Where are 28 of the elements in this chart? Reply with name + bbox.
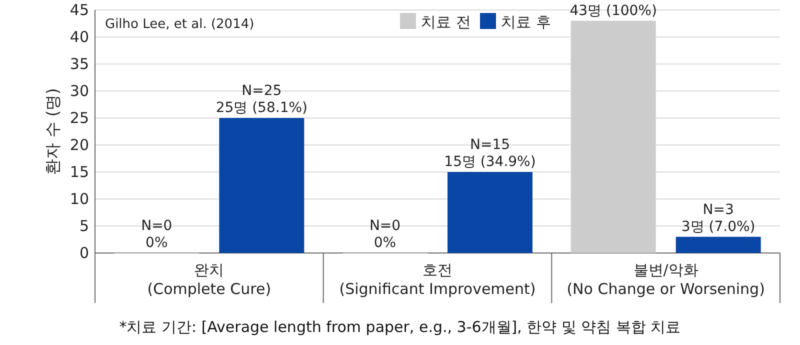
- data-label: N=0 0%: [141, 218, 172, 251]
- x-tick-label: 불변/악화 (No Change or Worsening): [566, 261, 765, 298]
- y-tick-label: 35: [70, 55, 89, 73]
- bar: [448, 172, 532, 253]
- text: *치료 기간: [Average length from paper, e.g., 3-6개월], 한약 및 약침 복합 치료: [119, 318, 681, 336]
- bar: [219, 118, 304, 253]
- y-tick-label: 15: [70, 163, 89, 181]
- y-tick-label: 30: [70, 82, 89, 100]
- x-tick-label: 완치 (Complete Cure): [147, 261, 272, 298]
- x-tick-label: 호전 (Significant Improvement): [339, 261, 536, 298]
- y-tick-label: 45: [70, 1, 89, 19]
- bar: [676, 236, 761, 253]
- legend-label: 치료 후: [501, 13, 551, 31]
- data-label: N=25 25명 (58.1%): [216, 83, 308, 116]
- annotation: Gilho Lee, et al. (2014): [105, 17, 254, 32]
- data-label: N=3 3명 (7.0%): [681, 202, 756, 235]
- y-tick-label: 5: [79, 217, 89, 235]
- legend-label: 치료 전: [421, 13, 471, 31]
- bar: [570, 20, 656, 253]
- y-tick-label: 40: [70, 28, 89, 46]
- data-label: N=0 0%: [369, 218, 401, 251]
- y-tick-label: 25: [70, 109, 89, 127]
- y-axis-title: 환자 수 (명): [43, 88, 62, 175]
- data-label: 43명 (100%): [570, 2, 657, 19]
- y-tick-label: 0: [79, 244, 89, 262]
- y-tick-label: 10: [70, 190, 89, 208]
- y-tick-label: 20: [70, 136, 89, 154]
- data-label: N=15 15명 (34.9%): [444, 137, 536, 170]
